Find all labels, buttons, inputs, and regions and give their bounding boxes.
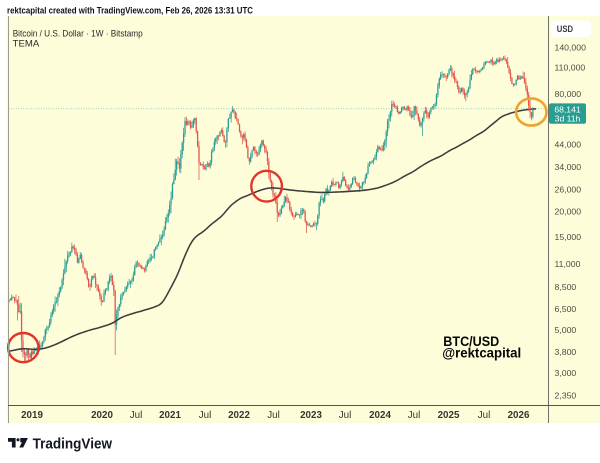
svg-text:3d 11h: 3d 11h	[555, 114, 581, 124]
svg-text:68,141: 68,141	[554, 104, 581, 114]
svg-text:2022: 2022	[228, 410, 250, 421]
svg-text:Jul: Jul	[199, 410, 212, 421]
svg-text:Jul: Jul	[478, 410, 491, 421]
svg-text:6,500: 6,500	[555, 304, 577, 314]
svg-text:Jul: Jul	[408, 410, 421, 421]
svg-text:3,000: 3,000	[555, 368, 577, 378]
svg-text:2024: 2024	[369, 410, 391, 421]
svg-text:44,000: 44,000	[555, 140, 582, 150]
svg-text:80,000: 80,000	[555, 89, 582, 99]
svg-text:Jul: Jul	[267, 410, 280, 421]
svg-text:34,000: 34,000	[555, 162, 582, 172]
svg-text:2025: 2025	[438, 410, 460, 421]
svg-text:BTC/USD: BTC/USD	[443, 333, 499, 349]
svg-text:Bitcoin / U.S. Dollar · 1W · B: Bitcoin / U.S. Dollar · 1W · Bitstamp	[13, 28, 143, 38]
svg-text:2026: 2026	[508, 410, 530, 421]
svg-text:Jul: Jul	[130, 410, 143, 421]
svg-text:TEMA: TEMA	[13, 38, 40, 48]
svg-text:8,500: 8,500	[555, 282, 577, 292]
svg-text:USD: USD	[557, 24, 573, 34]
svg-text:11,000: 11,000	[555, 259, 581, 269]
svg-text:2,350: 2,350	[555, 391, 577, 401]
svg-text:2020: 2020	[91, 410, 113, 421]
svg-text:TradingView: TradingView	[33, 436, 113, 452]
svg-text:140,000: 140,000	[555, 42, 587, 52]
svg-text:15,000: 15,000	[555, 232, 582, 242]
svg-text:2021: 2021	[159, 410, 181, 421]
svg-text:2019: 2019	[21, 410, 43, 421]
svg-text:20,000: 20,000	[555, 207, 582, 217]
svg-text:Jul: Jul	[339, 410, 352, 421]
svg-text:26,000: 26,000	[555, 185, 582, 195]
svg-text:@rektcapital: @rektcapital	[442, 345, 521, 361]
svg-text:110,000: 110,000	[555, 63, 586, 73]
svg-text:3,800: 3,800	[555, 347, 577, 357]
svg-text:5,000: 5,000	[555, 325, 577, 335]
svg-text:2023: 2023	[300, 410, 322, 421]
svg-text:rektcapital created with Tradi: rektcapital created with TradingView.com…	[7, 5, 253, 16]
